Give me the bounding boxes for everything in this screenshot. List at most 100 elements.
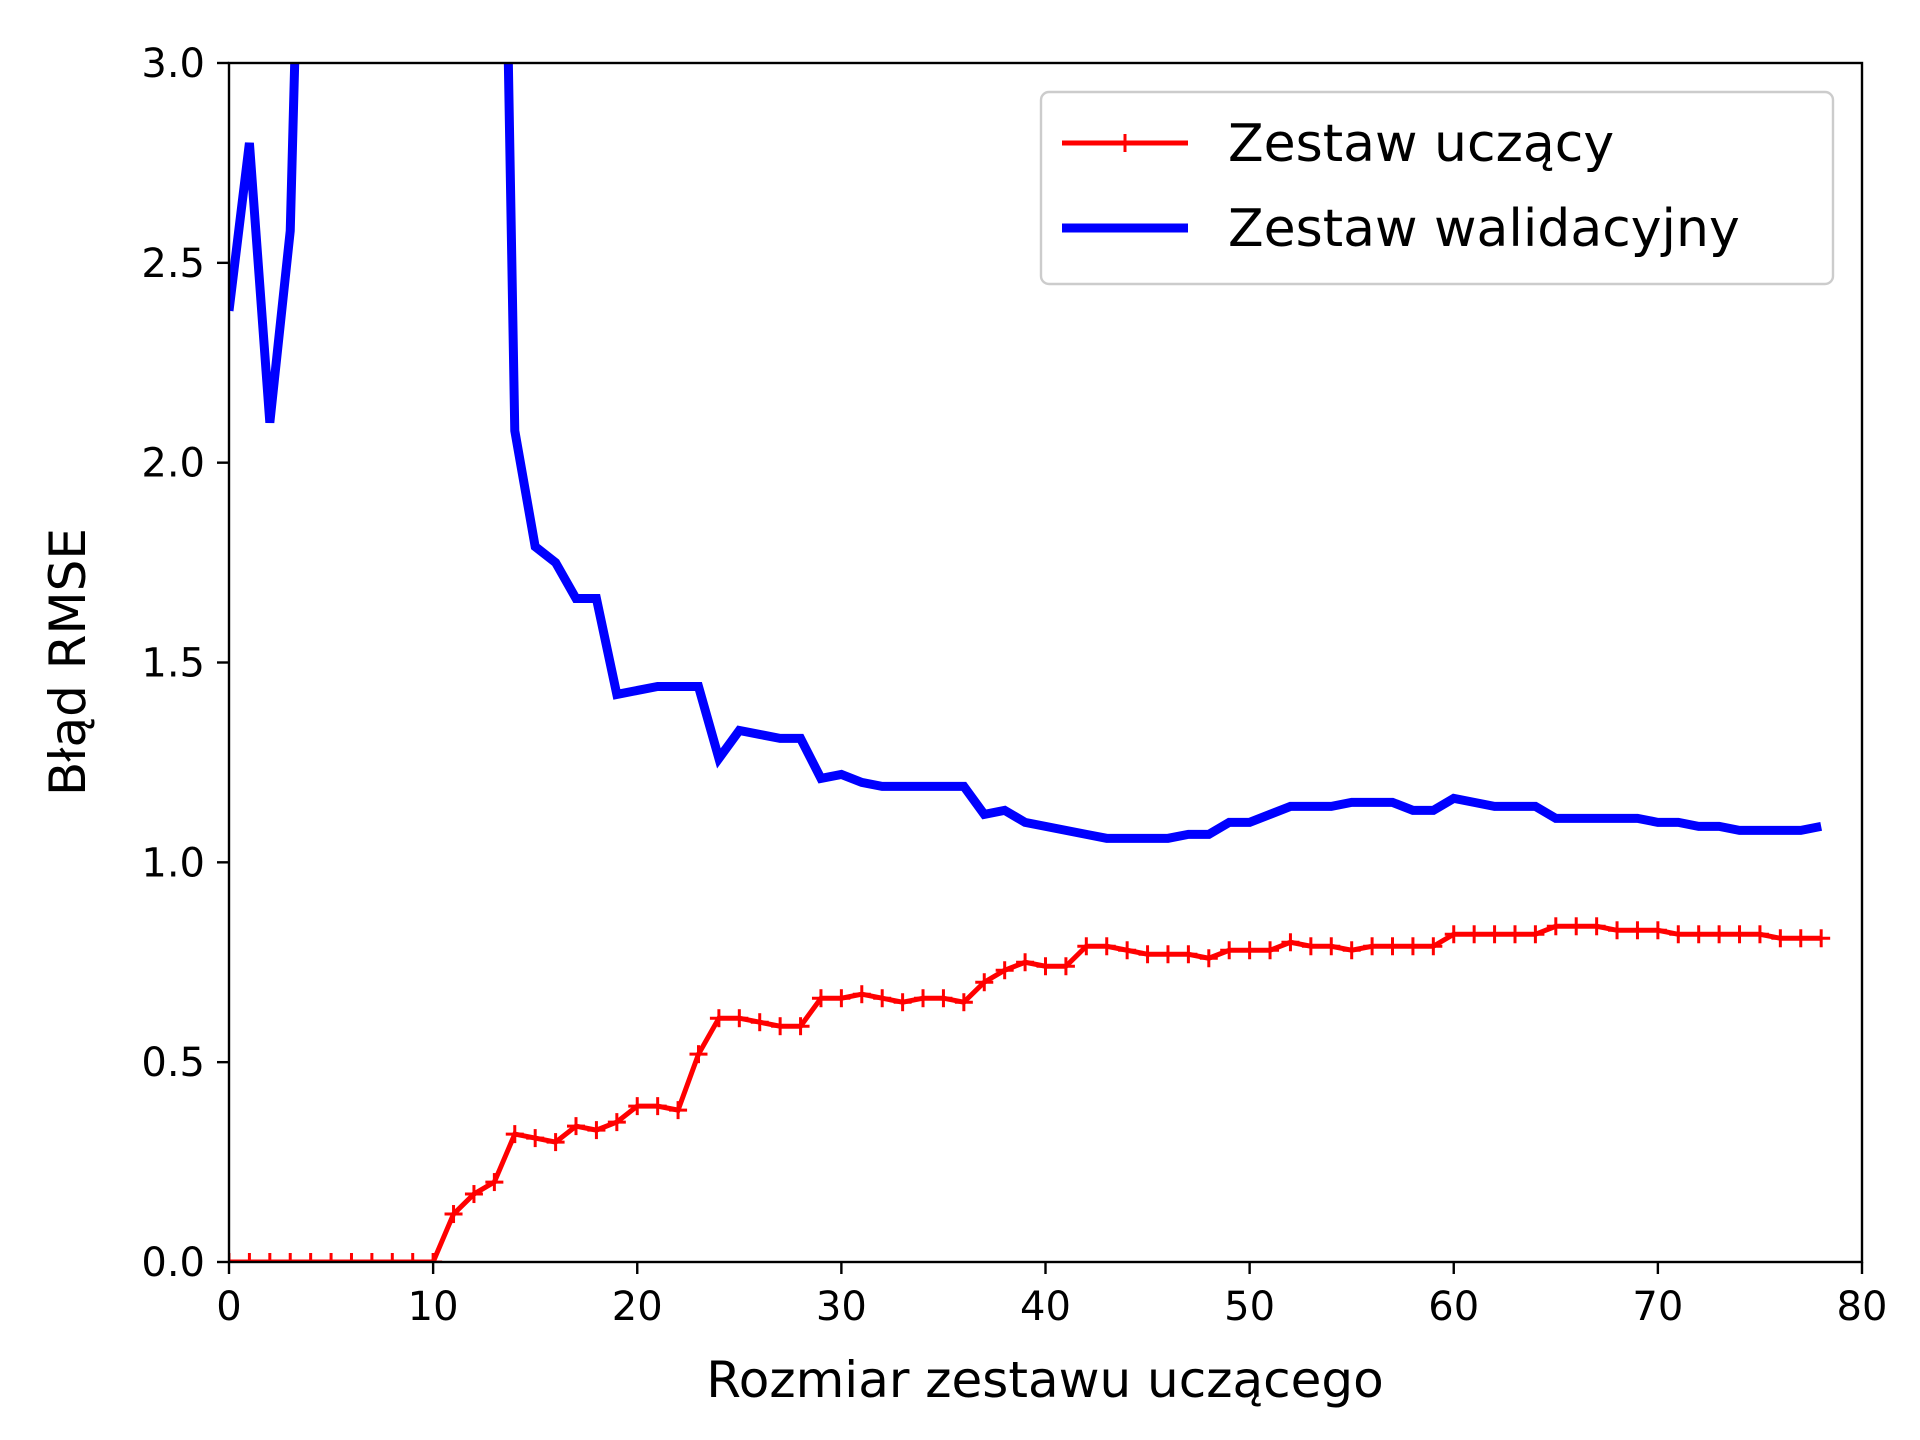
train-data-point [1710, 925, 1729, 944]
train-data-point [832, 989, 851, 1008]
x-tick-label: 60 [1428, 1284, 1479, 1330]
train-data-point [1546, 917, 1565, 936]
train-data-point [1220, 941, 1239, 960]
train-data-point [1097, 937, 1116, 956]
legend-train-label: Zestaw uczący [1228, 114, 1614, 174]
y-axis-ticks: 0.0 0.5 1.0 1.5 2.0 2.5 3.0 [141, 41, 229, 1286]
train-data-point [1138, 945, 1157, 964]
train-data-point [1240, 941, 1259, 960]
train-data-point [1077, 937, 1096, 956]
train-data-point [1791, 929, 1810, 948]
train-data-point [1036, 957, 1055, 976]
train-data-point [260, 1253, 279, 1262]
x-tick-label: 20 [612, 1284, 663, 1330]
train-data-point [709, 1009, 728, 1028]
train-data-point [444, 1205, 463, 1224]
train-data-point [669, 1101, 688, 1120]
train-data-point [852, 985, 871, 1004]
train-data-point [1261, 941, 1280, 960]
train-data-point [546, 1133, 565, 1152]
train-data-point [914, 989, 933, 1008]
train-data-point [383, 1253, 402, 1262]
train-data-point [628, 1097, 647, 1116]
train-data-point [1465, 925, 1484, 944]
train-data-point [424, 1253, 443, 1262]
train-data-point [1505, 925, 1524, 944]
train-data-point [1485, 925, 1504, 944]
train-data-point [648, 1097, 667, 1116]
train-data-point [567, 1117, 586, 1136]
x-tick-label: 0 [216, 1284, 241, 1330]
x-tick-label: 40 [1020, 1284, 1071, 1330]
train-data-point [526, 1129, 545, 1148]
train-data-point [240, 1253, 259, 1262]
train-data-point [322, 1253, 341, 1262]
train-data-point [281, 1253, 300, 1262]
train-data-point [607, 1113, 626, 1132]
train-data-point [1648, 921, 1667, 940]
x-axis-ticks: 0 10 20 30 40 50 60 70 80 [216, 1262, 1887, 1330]
train-data-point [975, 973, 994, 992]
train-data-point [1118, 941, 1137, 960]
train-data-point [1730, 925, 1749, 944]
train-data-point [1689, 925, 1708, 944]
y-axis-label: Błąd RMSE [39, 528, 97, 796]
train-data-point [587, 1121, 606, 1140]
train-data-point [873, 989, 892, 1008]
train-data-point [403, 1253, 422, 1262]
train-data-point [1363, 937, 1382, 956]
train-data-point [1628, 921, 1647, 940]
x-tick-label: 80 [1837, 1284, 1888, 1330]
train-data-point [1771, 929, 1790, 948]
x-tick-label: 30 [816, 1284, 867, 1330]
y-tick-label: 1.0 [141, 840, 205, 886]
train-data-point [1179, 945, 1198, 964]
train-data-point [1567, 917, 1586, 936]
legend: Zestaw uczący Zestaw walidacyjny [1039, 90, 1835, 286]
y-tick-label: 0.5 [141, 1040, 205, 1086]
train-data-point [1342, 941, 1361, 960]
train-data-point [791, 1017, 810, 1036]
x-axis-label: Rozmiar zestawu uczącego [706, 1351, 1383, 1409]
train-data-point [934, 989, 953, 1008]
train-data-point [1016, 953, 1035, 972]
train-data-point [1322, 937, 1341, 956]
x-tick-label: 50 [1224, 1284, 1275, 1330]
train-data-point [464, 1185, 483, 1204]
y-tick-label: 1.5 [141, 641, 205, 687]
train-data-point [1812, 929, 1831, 948]
train-data-point [342, 1253, 361, 1262]
train-data-point [771, 1017, 790, 1036]
train-data-point [505, 1125, 524, 1144]
train-data-point [1403, 937, 1422, 956]
series-layer [229, 63, 1831, 1262]
legend-train-marker [1116, 134, 1134, 152]
train-data-point [689, 1045, 708, 1064]
y-tick-label: 2.5 [141, 241, 205, 287]
train-data-point [1158, 945, 1177, 964]
train-data-point [1608, 921, 1627, 940]
train-data-point [1444, 925, 1463, 944]
legend-validation-label: Zestaw walidacyjny [1228, 199, 1740, 259]
train-data-point [1056, 957, 1075, 976]
train-data-point [1669, 925, 1688, 944]
train-data-point [893, 993, 912, 1012]
x-tick-label: 70 [1632, 1284, 1683, 1330]
train-data-point [1281, 933, 1300, 952]
train-data-point [1199, 949, 1218, 968]
train-data-point [811, 989, 830, 1008]
train-data-point [1587, 917, 1606, 936]
x-tick-label: 10 [408, 1284, 459, 1330]
train-data-point [1526, 925, 1545, 944]
train-data-point [730, 1009, 749, 1028]
train-data-point [1424, 937, 1443, 956]
train-data-point [301, 1253, 320, 1262]
train-data-point [362, 1253, 381, 1262]
validation-series-line [229, 63, 1823, 843]
y-tick-label: 2.0 [141, 441, 205, 487]
train-data-point [954, 993, 973, 1012]
y-tick-label: 3.0 [141, 41, 205, 87]
train-data-point [995, 961, 1014, 980]
train-data-point [1383, 937, 1402, 956]
